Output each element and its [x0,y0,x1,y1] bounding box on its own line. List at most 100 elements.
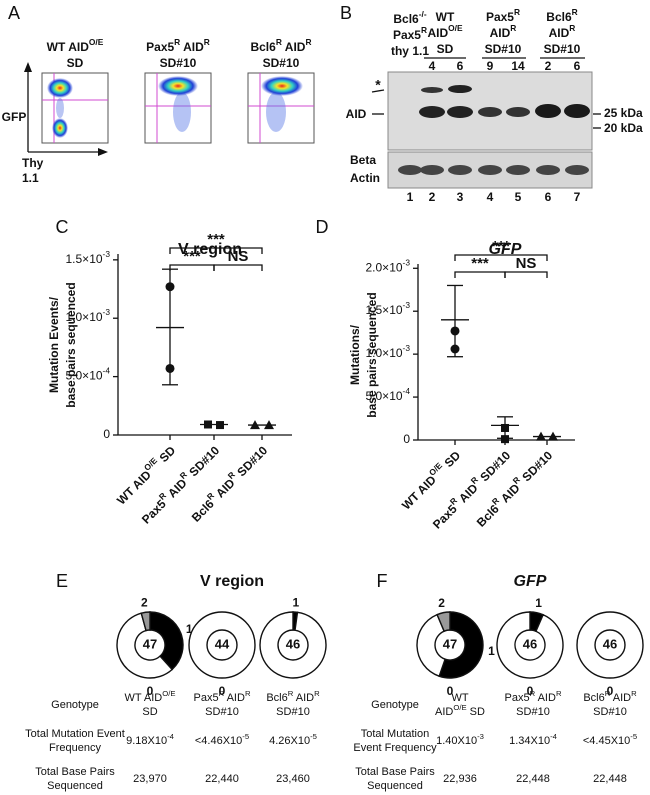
text-part: 4.26X10 [269,735,310,747]
frequency: 1.40X10-3 [436,732,484,747]
donut-segment [116,612,174,679]
lane-number: 1 [407,190,414,204]
text-part: WT AID [399,473,439,513]
y-axis-label: Mutations/ [348,324,362,385]
superscript: R [530,689,536,698]
segment-label: 0 [607,684,614,698]
donut-segment [436,611,451,633]
point [250,420,260,430]
superscript: R [569,23,575,33]
significance-label: *** [492,238,510,255]
arrow-head [24,62,32,72]
text-part: 1.0×10 [66,310,103,324]
superscript: -3 [477,732,484,741]
superscript: R [178,470,189,481]
superscript: R [572,7,578,17]
text-part: SD#10 [184,443,222,481]
frequency: 4.26X10-5 [269,732,317,747]
text-part: Pax5 [486,10,514,24]
text-part: SD#10 [517,448,555,486]
significance-label: *** [183,248,201,265]
superscript: -3 [103,307,111,317]
genotype: Bcl6R AIDR [583,689,637,704]
text-part: 9.18X10 [126,735,167,747]
loading-control: Beta [350,153,376,167]
superscript: O/E [162,689,175,698]
genotype: SD#10 [516,706,550,718]
chart-title: GFP [514,573,547,590]
superscript: R [174,37,180,47]
superscript: R [605,689,611,698]
superscript: R [314,689,320,698]
text-part: AID [490,26,511,40]
donut-center: 47 [143,636,157,651]
y-tick-label: 0 [403,432,410,446]
text-part: 2.0×10 [366,260,403,274]
population [47,78,73,98]
lane-id: 4 [429,59,436,73]
y-tick-label: 1.0×10-3 [66,307,111,324]
text-part: AID [535,692,556,704]
plot-title: SD [67,56,84,70]
genotype: WT [451,692,468,704]
donut-center: 46 [523,636,537,651]
genotype: SD#10 [593,706,627,718]
superscript: R [511,475,522,486]
text-part: WT AID [47,40,90,54]
point [165,282,175,292]
genotype: Pax5R AIDR [505,689,562,704]
superscript: -4 [403,386,411,396]
population [261,76,303,96]
segment-label: 0 [147,684,154,698]
y-tick-label: 1.5×10-3 [366,300,411,317]
text-part: 1.5×10 [366,303,403,317]
lane-number: 6 [545,190,552,204]
band [506,165,530,175]
lane-header: Bcl6R [546,7,577,24]
band [535,104,561,118]
text-part: WT AID [114,468,154,508]
segment-label: 0 [527,684,534,698]
text-part: AID [282,40,306,54]
loading-control: Actin [350,171,380,185]
lane-id: 6 [457,59,464,73]
superscript: R [448,496,459,507]
chart-title: V region [178,241,242,258]
superscript: R [157,491,168,502]
lane-number: 7 [574,190,581,204]
donut-segment [416,613,446,678]
lane-header: SD#10 [485,42,522,56]
plot-title: Bcl6R AIDR [250,37,311,54]
row-label: Sequenced [367,780,423,792]
segment-label: 1 [488,644,495,658]
panel-letter: F [377,571,388,591]
base-pairs: 23,460 [276,773,310,785]
panel-letter: D [316,217,329,237]
lane-number: 2 [429,190,436,204]
text-part: 1.5×10 [66,252,103,266]
text-part: Pax5 [393,28,421,42]
lane-header: SD#10 [544,42,581,56]
row-label: Total Base Pairs [35,766,115,778]
superscript: -4 [103,366,111,376]
lane-id: 9 [487,59,494,73]
base-pairs: 22,448 [593,773,627,785]
text-part: Pax5 [505,692,530,704]
superscript: -/- [419,9,427,19]
size-marker: 25 kDa [604,106,643,120]
frequency: 1.34X10-4 [509,732,558,747]
arrow-head [98,148,108,156]
base-pairs: 22,440 [205,773,239,785]
text-part: Bcl6 [546,10,572,24]
superscript: -5 [242,732,249,741]
row-label: Total Base Pairs [355,766,435,778]
superscript: R [631,689,637,698]
frequency: 9.18X10-4 [126,732,175,747]
genotype: Pax5R AIDR [194,689,251,704]
y-tick-label: 5.0×10-4 [66,366,111,383]
donut-center: 46 [286,636,300,651]
donut-segment [140,611,151,632]
superscript: R [421,25,427,35]
point [450,326,460,336]
